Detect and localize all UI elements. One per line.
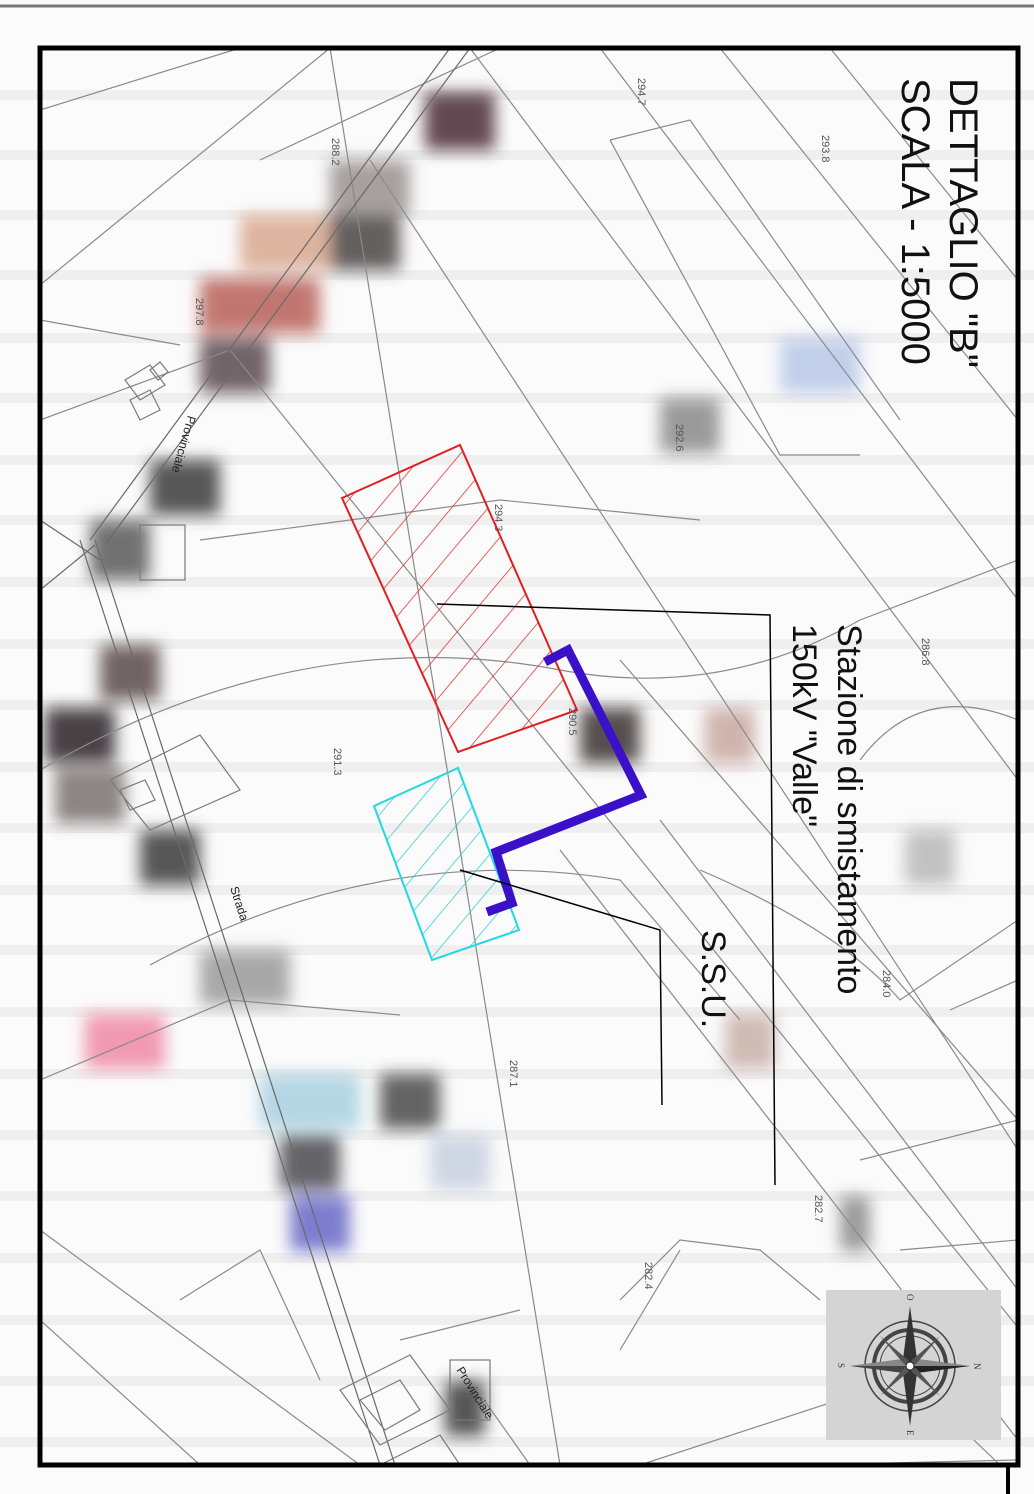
elevation-label: 282.7 bbox=[812, 1195, 824, 1223]
ssu-area bbox=[372, 766, 521, 962]
elevation-label: 286.8 bbox=[919, 638, 931, 666]
elevation-label: 287.1 bbox=[507, 1060, 519, 1088]
compass-east: E bbox=[905, 1430, 915, 1436]
elevation-label: 293.8 bbox=[819, 135, 831, 163]
elevation-label: 284.0 bbox=[880, 970, 892, 998]
compass-rose-icon: N S E O bbox=[826, 1290, 1001, 1440]
leader-lines bbox=[436, 603, 776, 1186]
buildings bbox=[109, 361, 491, 1465]
elevation-label: 291.3 bbox=[331, 748, 343, 776]
ssu-label: S.S.U. bbox=[694, 930, 732, 1028]
elevation-label: 282.4 bbox=[642, 1262, 654, 1290]
compass-north: N bbox=[972, 1363, 982, 1370]
blurred-patches bbox=[45, 92, 955, 1436]
road-provinciale bbox=[40, 48, 471, 1465]
elevation-label: 294.3 bbox=[492, 504, 504, 532]
compass-west: O bbox=[905, 1294, 915, 1301]
station-area bbox=[340, 443, 579, 754]
elevation-label: 294.7 bbox=[635, 78, 647, 106]
compass-south: S bbox=[836, 1363, 846, 1368]
elevation-label: 288.2 bbox=[329, 138, 341, 166]
map-scale: SCALA - 1:5000 bbox=[893, 78, 937, 365]
elevation-label: 290.5 bbox=[566, 708, 578, 736]
map-frame bbox=[37, 45, 1021, 1468]
station-label-kv: 150kV "Valle" bbox=[785, 624, 823, 827]
station-label: Stazione di smistamento bbox=[830, 624, 868, 994]
map-title: DETTAGLIO "B" bbox=[941, 78, 985, 368]
elevation-label: 292.6 bbox=[673, 424, 685, 452]
elevation-label: 297.8 bbox=[193, 298, 205, 326]
cable-route bbox=[485, 643, 648, 917]
